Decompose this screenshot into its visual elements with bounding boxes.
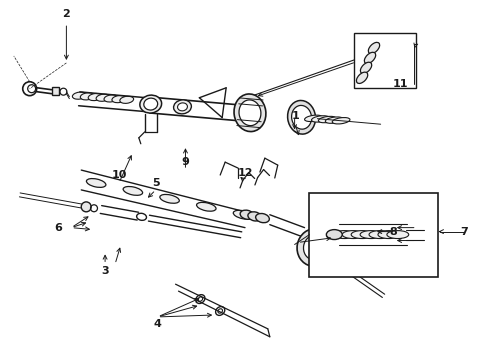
Text: 3: 3 [101, 266, 109, 276]
Ellipse shape [369, 231, 391, 239]
Ellipse shape [177, 103, 188, 111]
Ellipse shape [292, 105, 312, 129]
Ellipse shape [303, 235, 325, 260]
Ellipse shape [104, 95, 118, 102]
Ellipse shape [318, 116, 336, 123]
Ellipse shape [326, 230, 342, 239]
Ellipse shape [248, 212, 262, 221]
Circle shape [81, 202, 91, 212]
Bar [310, 193, 439, 277]
Ellipse shape [356, 72, 368, 84]
Bar [354, 33, 416, 88]
Ellipse shape [318, 246, 327, 257]
Text: 10: 10 [111, 170, 127, 180]
Ellipse shape [96, 94, 110, 101]
Ellipse shape [378, 231, 400, 239]
Text: 12: 12 [237, 168, 253, 178]
Ellipse shape [368, 42, 380, 54]
Circle shape [23, 82, 37, 96]
Ellipse shape [233, 210, 253, 219]
Ellipse shape [73, 92, 86, 99]
Ellipse shape [325, 117, 343, 123]
Ellipse shape [288, 100, 316, 134]
Text: 11: 11 [393, 79, 409, 89]
Ellipse shape [256, 213, 270, 223]
Ellipse shape [297, 229, 332, 266]
Text: 8: 8 [389, 226, 397, 237]
Ellipse shape [120, 96, 134, 103]
Ellipse shape [342, 231, 364, 239]
Ellipse shape [360, 231, 382, 239]
Ellipse shape [305, 115, 322, 122]
Ellipse shape [80, 93, 94, 100]
Bar [51, 87, 59, 95]
Ellipse shape [365, 52, 376, 64]
Text: 7: 7 [461, 226, 468, 237]
Ellipse shape [333, 231, 355, 239]
Ellipse shape [196, 295, 205, 303]
Ellipse shape [137, 213, 147, 220]
Ellipse shape [173, 100, 192, 114]
Text: 2: 2 [63, 9, 70, 19]
Ellipse shape [86, 179, 106, 188]
Text: 6: 6 [54, 222, 62, 233]
Ellipse shape [196, 202, 216, 211]
Ellipse shape [140, 95, 162, 113]
Ellipse shape [240, 210, 254, 219]
Text: 9: 9 [181, 157, 190, 167]
Text: 4: 4 [154, 319, 162, 329]
Ellipse shape [312, 116, 329, 122]
Ellipse shape [112, 95, 126, 103]
Ellipse shape [351, 231, 373, 239]
Ellipse shape [361, 62, 372, 73]
Ellipse shape [332, 118, 350, 124]
Ellipse shape [234, 94, 266, 131]
Ellipse shape [123, 186, 143, 195]
Text: 5: 5 [152, 178, 160, 188]
Ellipse shape [160, 194, 179, 203]
Ellipse shape [387, 231, 409, 239]
Text: 1: 1 [292, 112, 299, 121]
Ellipse shape [216, 307, 225, 315]
Ellipse shape [144, 98, 158, 110]
Ellipse shape [239, 100, 261, 126]
Ellipse shape [88, 94, 102, 100]
Circle shape [28, 85, 36, 93]
